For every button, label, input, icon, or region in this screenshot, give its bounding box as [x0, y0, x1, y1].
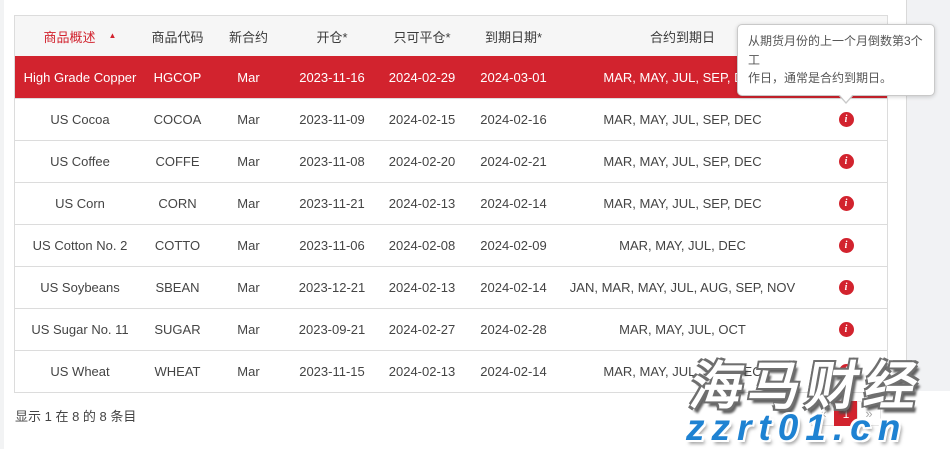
- cell-close-only-date: 2024-02-29: [388, 70, 456, 85]
- info-icon[interactable]: i: [838, 364, 854, 379]
- cell-commodity-name: US Sugar No. 11: [31, 322, 129, 337]
- cell-expiry-date: 2024-02-09: [480, 238, 547, 253]
- header-close-only[interactable]: 只可平仓*: [393, 29, 451, 45]
- cell-contract-months: MAR, MAY, JUL, SEP, DEC: [603, 196, 762, 211]
- info-icon[interactable]: i: [838, 154, 854, 169]
- table-row[interactable]: US Cocoa COCOA Mar 2023-11-09 2024-02-15…: [15, 98, 887, 140]
- sort-ascending-icon[interactable]: ▲: [108, 31, 117, 40]
- cell-commodity-name: US Cocoa: [50, 112, 110, 127]
- cell-commodity-name: High Grade Copper: [23, 70, 137, 85]
- cell-commodity-name: US Cotton No. 2: [32, 238, 128, 253]
- cell-open-date: 2023-11-21: [299, 196, 365, 211]
- cell-open-date: 2023-11-16: [299, 70, 365, 85]
- table-summary-text: 显示 1 在 8 的 8 条目: [15, 409, 137, 424]
- cell-commodity-name: US Corn: [55, 196, 105, 211]
- cell-close-only-date: 2024-02-13: [388, 280, 456, 295]
- expiry-info-tooltip: 从期货月份的上一个月倒数第3个工 作日，通常是合约到期日。: [737, 24, 935, 104]
- cell-commodity-code: CORN: [158, 196, 197, 211]
- pagination: « 1 »: [811, 401, 881, 426]
- cell-contract-months: MAR, MAY, JUL, SEP, DEC: [603, 70, 762, 85]
- cell-contract-months: JAN, MAR, MAY, JUL, AUG, SEP, NOV: [569, 280, 796, 295]
- cell-expiry-date: 2024-02-21: [480, 154, 547, 169]
- tooltip-text-line2: 作日，通常是合约到期日。: [748, 71, 893, 86]
- cell-commodity-code: HGCOP: [153, 70, 202, 85]
- cell-commodity-name: US Coffee: [50, 154, 110, 169]
- cell-close-only-date: 2024-02-08: [388, 238, 456, 253]
- cell-expiry-date: 2024-02-28: [480, 322, 547, 337]
- header-new-contract[interactable]: 新合约: [228, 29, 268, 45]
- cell-new-contract: Mar: [237, 196, 260, 211]
- table-row[interactable]: US Cotton No. 2 COTTO Mar 2023-11-06 202…: [15, 224, 887, 266]
- cell-new-contract: Mar: [237, 154, 260, 169]
- cell-contract-months: MAR, MAY, JUL, SEP, DEC: [603, 112, 762, 127]
- header-open[interactable]: 开仓*: [316, 29, 348, 45]
- cell-expiry-date: 2024-03-01: [480, 70, 547, 85]
- cell-open-date: 2023-11-06: [299, 238, 365, 253]
- cell-close-only-date: 2024-02-27: [388, 322, 456, 337]
- cell-expiry-date: 2024-02-16: [480, 112, 547, 127]
- cell-open-date: 2023-12-21: [298, 280, 366, 295]
- cell-commodity-code: SBEAN: [155, 280, 200, 295]
- tooltip-text-line1: 从期货月份的上一个月倒数第3个工: [748, 34, 923, 67]
- cell-new-contract: Mar: [237, 364, 260, 379]
- watermark-site-url: zzrt01.cn: [686, 407, 908, 448]
- header-commodity-overview[interactable]: 商品概述 ▲: [15, 16, 145, 56]
- cell-commodity-code: WHEAT: [154, 364, 201, 379]
- cell-open-date: 2023-11-15: [299, 364, 365, 379]
- cell-new-contract: Mar: [237, 112, 260, 127]
- cell-contract-months: MAR, MAY, JUL, SEP, DEC: [603, 154, 762, 169]
- table-row[interactable]: US Wheat WHEAT Mar 2023-11-15 2024-02-13…: [15, 350, 887, 392]
- info-icon[interactable]: i: [838, 322, 854, 337]
- cell-close-only-date: 2024-02-15: [388, 112, 456, 127]
- cell-commodity-code: SUGAR: [154, 322, 201, 337]
- cell-expiry-date: 2024-02-14: [480, 280, 547, 295]
- header-commodity-overview-label: 商品概述: [43, 29, 96, 45]
- info-icon[interactable]: i: [838, 280, 854, 295]
- cell-new-contract: Mar: [237, 322, 260, 337]
- cell-commodity-name: US Soybeans: [40, 280, 120, 295]
- header-expiry-date[interactable]: 到期日期*: [484, 29, 543, 45]
- cell-contract-months: MAR, MAY, JUL, DEC: [619, 238, 746, 253]
- cell-commodity-code: COFFE: [155, 154, 200, 169]
- table-row[interactable]: US Coffee COFFE Mar 2023-11-08 2024-02-2…: [15, 140, 887, 182]
- cell-contract-months: MAR, MAY, JUL, OCT: [619, 322, 746, 337]
- header-commodity-code[interactable]: 商品代码: [151, 29, 204, 45]
- cell-expiry-date: 2024-02-14: [480, 364, 547, 379]
- cell-commodity-code: COCOA: [153, 112, 202, 127]
- info-icon[interactable]: i: [838, 196, 854, 211]
- page-left-edge: [0, 0, 4, 449]
- cell-new-contract: Mar: [237, 238, 260, 253]
- cell-new-contract: Mar: [237, 70, 260, 85]
- cell-close-only-date: 2024-02-20: [388, 154, 456, 169]
- cell-expiry-date: 2024-02-14: [480, 196, 547, 211]
- cell-close-only-date: 2024-02-13: [388, 364, 456, 379]
- cell-new-contract: Mar: [237, 280, 260, 295]
- cell-commodity-code: COTTO: [154, 238, 201, 253]
- cell-commodity-name: US Wheat: [50, 364, 110, 379]
- cell-contract-months: MAR, MAY, JUL, SEP, DEC: [603, 364, 762, 379]
- pagination-next-button[interactable]: »: [857, 401, 881, 426]
- table-row[interactable]: US Sugar No. 11 SUGAR Mar 2023-09-21 202…: [15, 308, 887, 350]
- info-icon[interactable]: i: [838, 238, 854, 253]
- info-icon[interactable]: i: [838, 112, 854, 127]
- cell-close-only-date: 2024-02-13: [388, 196, 456, 211]
- cell-open-date: 2023-11-08: [299, 154, 365, 169]
- table-row[interactable]: US Corn CORN Mar 2023-11-21 2024-02-13 2…: [15, 182, 887, 224]
- cell-open-date: 2023-11-09: [299, 112, 365, 127]
- header-contract-expiry[interactable]: 合约到期日: [649, 29, 715, 45]
- cell-open-date: 2023-09-21: [298, 322, 366, 337]
- table-row[interactable]: US Soybeans SBEAN Mar 2023-12-21 2024-02…: [15, 266, 887, 308]
